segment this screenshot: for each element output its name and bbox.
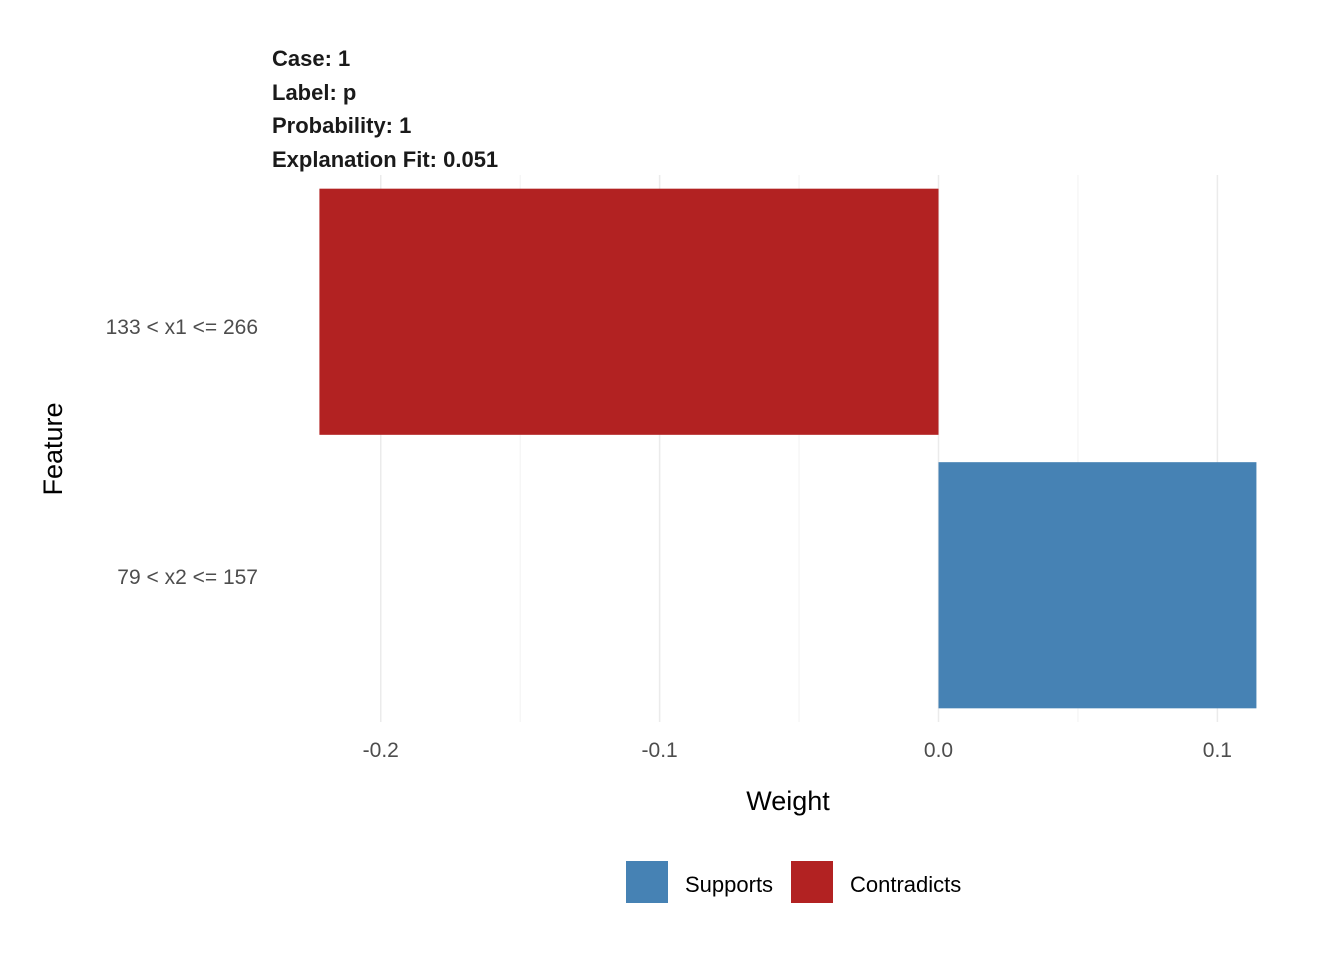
- title-line-label: Label: p: [272, 80, 356, 105]
- bar-contradicts: [319, 188, 939, 435]
- title-line-fit: Explanation Fit: 0.051: [272, 147, 498, 172]
- y-tick-label: 79 < x2 <= 157: [117, 566, 258, 589]
- y-tick-labels: 133 < x1 <= 266 79 < x2 <= 157: [106, 316, 258, 589]
- x-tick-labels: -0.2 -0.1 0.0 0.1: [363, 739, 1232, 762]
- legend-label-contradicts: Contradicts: [850, 872, 961, 897]
- x-axis-title: Weight: [746, 786, 830, 816]
- chart-title: Case: 1 Label: p Probability: 1 Explanat…: [272, 46, 498, 172]
- bars: [319, 188, 1257, 709]
- legend-swatch-contradicts: [791, 861, 833, 903]
- title-line-probability: Probability: 1: [272, 113, 411, 138]
- y-tick-label: 133 < x1 <= 266: [106, 316, 258, 339]
- x-tick-label: 0.1: [1203, 739, 1232, 762]
- x-tick-label: -0.2: [363, 739, 399, 762]
- y-axis-title: Feature: [38, 402, 68, 495]
- legend-label-supports: Supports: [685, 872, 773, 897]
- x-tick-label: 0.0: [924, 739, 953, 762]
- bar-supports: [938, 462, 1257, 709]
- legend: Supports Contradicts: [626, 861, 961, 903]
- title-line-case: Case: 1: [272, 46, 350, 71]
- legend-swatch-supports: [626, 861, 668, 903]
- x-tick-label: -0.1: [642, 739, 678, 762]
